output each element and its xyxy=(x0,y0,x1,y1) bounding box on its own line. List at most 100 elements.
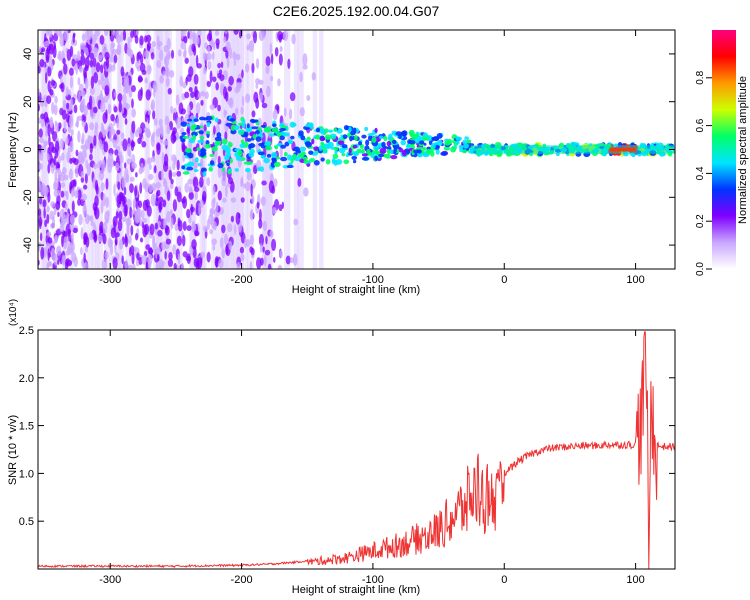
heatmap-cell xyxy=(297,153,305,157)
figure-title: C2E6.2025.192.00.04.G07 xyxy=(273,3,440,19)
heatmap-cell xyxy=(47,163,51,174)
heatmap-cell xyxy=(196,36,200,45)
heatmap-cell xyxy=(123,162,127,169)
heatmap-cell xyxy=(103,95,109,104)
heatmap-cell xyxy=(61,254,66,266)
heatmap-cell xyxy=(383,135,388,142)
heatmap-cell xyxy=(158,49,164,61)
heatmap-cell xyxy=(320,157,325,162)
heatmap-cell xyxy=(161,241,167,251)
heatmap-cell xyxy=(105,109,108,120)
heatmap-cell xyxy=(206,130,211,135)
heatmap-cell xyxy=(70,241,75,254)
heatmap-cell xyxy=(241,69,244,79)
heatmap-cell xyxy=(57,53,61,60)
heatmap-cell xyxy=(227,177,234,185)
heatmap-cell xyxy=(74,190,79,199)
heatmap-cell xyxy=(177,217,181,227)
heatmap-cell xyxy=(277,30,283,41)
heatmap-cell xyxy=(170,217,174,230)
heatmap-cell xyxy=(265,235,268,245)
heatmap-cell xyxy=(61,152,65,161)
heatmap-cell xyxy=(186,118,193,122)
heatmap-cell xyxy=(352,144,358,149)
heatmap-cell xyxy=(252,30,258,44)
heatmap-cell xyxy=(192,176,199,189)
heatmap-cell xyxy=(170,105,174,114)
heatmap-cell xyxy=(88,95,93,109)
colorbar: 0.0 0.2 0.4 0.6 0.8 Normalized spectral ampl… xyxy=(695,30,749,276)
heatmap-cell xyxy=(97,234,103,243)
heatmap-cell xyxy=(213,125,216,135)
heatmap-cell xyxy=(269,42,273,55)
heatmap-cell xyxy=(49,116,53,126)
heatmap-cell xyxy=(225,245,229,255)
heatmap-cell xyxy=(203,66,207,75)
heatmap-cell xyxy=(133,198,136,208)
heatmap-cell xyxy=(182,234,186,247)
heatmap-cell xyxy=(207,45,211,54)
heatmap-cell xyxy=(235,53,241,61)
heatmap-cell xyxy=(246,33,251,40)
heatmap-cell xyxy=(193,73,199,85)
heatmap-cell xyxy=(47,260,53,266)
heatmap-cell xyxy=(173,262,177,269)
heatmap-cell xyxy=(227,86,232,92)
heatmap-cell xyxy=(270,75,274,82)
heatmap-cell xyxy=(83,202,87,211)
heatmap-cell xyxy=(46,205,50,213)
colorbar-gradient xyxy=(712,30,736,269)
heatmap-cell xyxy=(46,231,52,237)
heatmap-cell xyxy=(47,248,50,262)
heatmap-cell xyxy=(50,162,55,174)
heatmap-cell xyxy=(311,72,317,81)
heatmap-cell xyxy=(260,196,266,207)
heatmap-cell xyxy=(426,149,432,155)
heatmap-cell xyxy=(260,124,266,128)
x-tick-label: -100 xyxy=(362,274,384,286)
heatmap-cell xyxy=(293,218,299,226)
heatmap-cell xyxy=(353,127,357,133)
heatmap-cell xyxy=(158,201,163,211)
heatmap-cell xyxy=(199,176,204,188)
heatmap-cell xyxy=(160,125,164,138)
heatmap-cell xyxy=(38,176,41,188)
heatmap-cell xyxy=(258,142,265,147)
heatmap-cell xyxy=(59,182,66,188)
heatmap-cell xyxy=(176,159,180,171)
heatmap-cell xyxy=(161,30,168,269)
heatmap-cell xyxy=(147,248,154,255)
heatmap-cell xyxy=(83,184,88,190)
heatmap-cell xyxy=(271,123,277,127)
heatmap-cell xyxy=(158,196,164,203)
heatmap-cell xyxy=(54,234,59,243)
heatmap-cell xyxy=(144,77,148,84)
heatmap-cell xyxy=(74,164,79,178)
heatmap-cell xyxy=(116,171,120,185)
heatmap-cell xyxy=(39,59,45,68)
heatmap-cell xyxy=(93,72,99,84)
heatmap-cell xyxy=(244,30,249,269)
heatmap-cell xyxy=(117,219,123,232)
heatmap-cell xyxy=(150,193,156,207)
heatmap-cell xyxy=(40,118,45,128)
heatmap-cell xyxy=(105,217,109,224)
heatmap-cell xyxy=(136,127,143,134)
heatmap-cell xyxy=(99,35,105,45)
heatmap-cell xyxy=(105,196,110,208)
heatmap-cell xyxy=(48,134,51,147)
heatmap-cell xyxy=(390,155,398,160)
heatmap-cell xyxy=(119,154,124,164)
heatmap-cell xyxy=(215,82,219,91)
heatmap-cell xyxy=(243,131,249,138)
heatmap-cell xyxy=(371,136,377,143)
heatmap-cell xyxy=(200,90,206,97)
heatmap-cell xyxy=(147,109,152,116)
heatmap-cell xyxy=(167,87,172,95)
heatmap-cell xyxy=(49,89,54,96)
heatmap-cell xyxy=(323,143,330,149)
heatmap-cell xyxy=(308,157,316,163)
heatmap-cell xyxy=(38,208,42,217)
colorbar-tick-label: 0.2 xyxy=(695,214,706,228)
heatmap-cell xyxy=(229,157,233,164)
